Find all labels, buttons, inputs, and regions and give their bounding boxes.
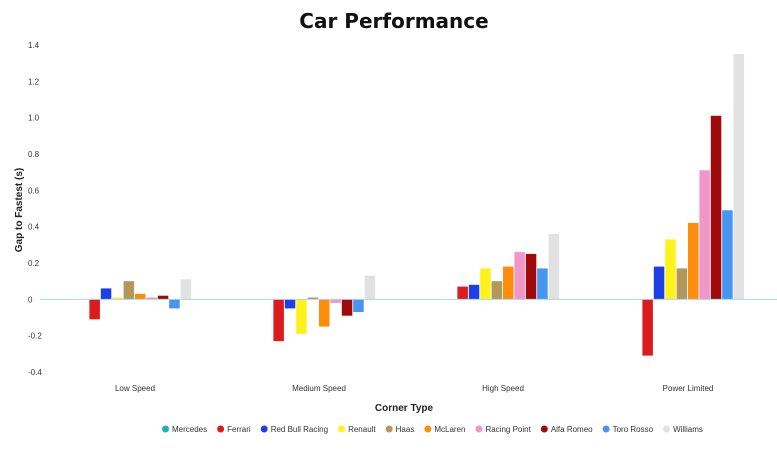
bar-mclaren-high-speed <box>503 266 514 300</box>
bar-williams-medium-speed <box>364 275 376 300</box>
legend-item-haas[interactable]: Haas <box>385 425 415 434</box>
legend-item-williams[interactable]: Williams <box>663 425 703 434</box>
bar-haas-power-limited <box>676 268 688 300</box>
category-label: Low Speed <box>115 384 155 393</box>
y-tick-label: 0.8 <box>28 150 40 159</box>
legend-label: Toro Rosso <box>613 425 654 434</box>
legend-label: Racing Point <box>485 425 531 434</box>
bar-ferrari-low-speed <box>89 299 100 320</box>
legend-marker <box>385 425 393 433</box>
category-label: High Speed <box>482 384 524 393</box>
bar-renault-low-speed <box>112 297 123 300</box>
legend: Mercedes Ferrari Red Bull Racing Renault Haa… <box>162 425 703 434</box>
x-axis-label: Corner Type <box>375 403 434 414</box>
bar-ferrari-medium-speed <box>273 299 284 342</box>
y-tick-label: 0.6 <box>28 186 40 195</box>
legend-marker <box>663 425 671 433</box>
chart-title: Car Performance <box>299 9 488 33</box>
legend-label: Haas <box>396 425 415 434</box>
category-label: Power Limited <box>663 384 714 393</box>
bar-racing-point-power-limited <box>699 170 710 300</box>
bar-renault-high-speed <box>480 268 491 300</box>
bar-red-bull-racing-power-limited <box>653 266 665 300</box>
bar-alfa-romeo-high-speed <box>525 253 537 300</box>
bar-renault-medium-speed <box>296 299 307 334</box>
bar-williams-low-speed <box>180 279 192 300</box>
legend-item-mercedes[interactable]: Mercedes <box>162 425 207 434</box>
y-tick-label: 1.2 <box>28 77 40 86</box>
legend-label: Williams <box>673 425 703 434</box>
legend-item-mclaren[interactable]: McLaren <box>424 425 465 434</box>
legend-label: Ferrari <box>227 425 251 434</box>
bar-toro-rosso-low-speed <box>169 299 180 309</box>
bar-haas-medium-speed <box>307 297 319 300</box>
legend-label: Red Bull Racing <box>271 425 328 434</box>
legend-item-ferrari[interactable]: Ferrari <box>217 425 251 434</box>
bar-toro-rosso-medium-speed <box>353 299 364 312</box>
legend-label: Mercedes <box>172 425 207 434</box>
legend-label: Alfa Romeo <box>551 425 593 434</box>
bar-williams-high-speed <box>548 233 560 300</box>
y-ticks: 1.4 1.2 1.0 0.8 0.6 0.4 0.2 0 -0.2 -0.4 <box>28 41 42 377</box>
legend-label: Renault <box>348 425 376 434</box>
legend-item-racing-point[interactable]: Racing Point <box>475 425 532 434</box>
category-label: Medium Speed <box>292 384 346 393</box>
y-tick-label: 0.4 <box>28 223 40 232</box>
category-labels: Low Speed Medium Speed High Speed Power Lim… <box>115 384 713 393</box>
bar-haas-high-speed <box>491 281 503 300</box>
legend-marker <box>602 425 610 433</box>
legend-label: McLaren <box>434 425 465 434</box>
bar-mclaren-power-limited <box>688 223 699 300</box>
bar-racing-point-high-speed <box>514 252 525 300</box>
legend-marker <box>475 425 483 433</box>
bar-ferrari-power-limited <box>642 299 653 356</box>
bar-mclaren-low-speed <box>135 293 146 300</box>
bar-alfa-romeo-power-limited <box>710 115 722 300</box>
bar-racing-point-low-speed <box>146 297 157 300</box>
bar-red-bull-racing-medium-speed <box>284 299 296 309</box>
legend-marker <box>424 425 432 433</box>
y-tick-label: -0.2 <box>28 332 42 341</box>
bar-red-bull-racing-low-speed <box>100 288 112 300</box>
bar-williams-power-limited <box>733 54 745 300</box>
y-tick-label: 1.0 <box>28 114 40 123</box>
bar-haas-low-speed <box>123 281 135 300</box>
legend-item-toro-rosso[interactable]: Toro Rosso <box>602 425 654 434</box>
legend-item-red-bull-racing[interactable]: Red Bull Racing <box>260 425 328 434</box>
legend-marker <box>338 425 346 433</box>
bars <box>89 54 745 356</box>
bar-alfa-romeo-medium-speed <box>341 299 353 316</box>
y-tick-label: 1.4 <box>28 41 40 50</box>
bar-mclaren-medium-speed <box>319 299 330 327</box>
bar-renault-power-limited <box>665 239 676 300</box>
legend-marker <box>162 425 169 433</box>
bar-toro-rosso-power-limited <box>722 210 733 300</box>
bar-alfa-romeo-low-speed <box>157 295 169 300</box>
y-tick-label: 0 <box>28 295 33 304</box>
bar-racing-point-medium-speed <box>330 299 341 303</box>
legend-marker <box>260 425 268 433</box>
bar-ferrari-high-speed <box>457 286 468 300</box>
legend-marker <box>540 425 548 433</box>
y-axis-label: Gap to Fastest (s) <box>14 168 25 252</box>
y-tick-label: 0.2 <box>28 259 40 268</box>
bar-toro-rosso-high-speed <box>537 268 548 300</box>
bar-red-bull-racing-high-speed <box>468 284 480 300</box>
legend-marker <box>217 425 225 433</box>
legend-item-alfa-romeo[interactable]: Alfa Romeo <box>540 425 593 434</box>
legend-item-renault[interactable]: Renault <box>338 425 376 434</box>
y-tick-label: -0.4 <box>28 368 42 377</box>
